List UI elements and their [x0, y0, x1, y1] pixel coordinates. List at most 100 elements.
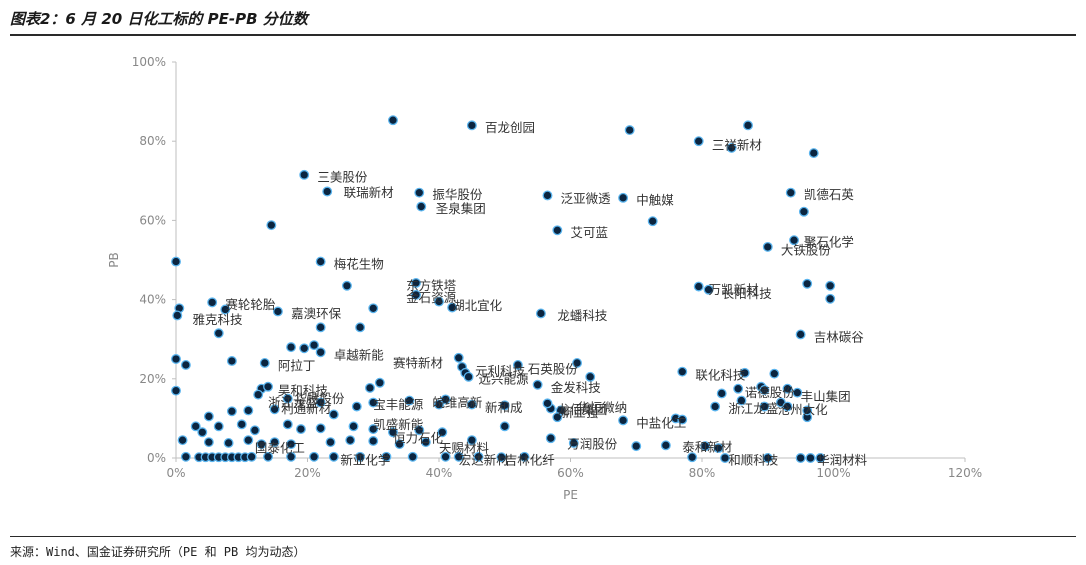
data-point: [342, 280, 352, 291]
data-point: [677, 366, 688, 377]
data-point: [299, 169, 310, 180]
point-label: 东方铁塔: [406, 278, 457, 293]
y-tick-label: 100%: [132, 55, 166, 69]
point-label: 浙江龙盛: [268, 395, 318, 410]
data-point: [388, 115, 398, 126]
point-label: 联化科技: [695, 367, 746, 382]
point-label: 卓越新能: [334, 348, 385, 363]
point-label: 元利科技: [475, 363, 526, 378]
data-point: [203, 411, 214, 422]
data-point: [259, 358, 270, 368]
data-point: [677, 414, 688, 425]
data-point: [203, 437, 214, 448]
data-point: [453, 352, 464, 363]
point-label: 丰山集团: [801, 389, 851, 404]
source-note: 来源：Wind、国金证券研究所（PE 和 PB 均为动态）: [10, 545, 306, 559]
data-point: [345, 435, 356, 446]
data-point: [743, 120, 753, 131]
point-label: 赛轮轮胎: [225, 297, 276, 312]
point-label: 新亚强: [561, 405, 599, 420]
data-point: [512, 359, 523, 370]
data-point: [299, 343, 310, 354]
data-point: [762, 241, 773, 252]
data-point: [618, 415, 629, 426]
point-label: 金石资源: [406, 290, 457, 305]
data-point: [190, 421, 201, 432]
data-point: [825, 280, 836, 291]
data-point: [263, 381, 274, 392]
data-point: [466, 120, 477, 131]
data-point: [805, 453, 816, 463]
data-point: [496, 452, 507, 463]
data-point: [552, 225, 563, 236]
data-point: [434, 399, 444, 410]
data-point: [499, 400, 510, 411]
point-label: 三美股份: [317, 169, 368, 184]
data-point: [286, 342, 297, 353]
data-point: [365, 382, 375, 393]
data-point: [792, 387, 803, 398]
data-point: [726, 142, 737, 153]
data-point: [825, 293, 836, 304]
data-point: [815, 453, 826, 463]
y-axis-label: PB: [107, 252, 121, 267]
data-point: [703, 284, 714, 295]
point-label: 和顺科技: [728, 452, 779, 467]
source-divider: [10, 536, 1076, 537]
point-label: 龙佰集团: [557, 402, 607, 417]
data-point: [473, 451, 484, 462]
point-label: 石英股份: [528, 361, 579, 376]
data-point: [545, 433, 556, 444]
data-point: [572, 358, 583, 368]
data-point: [351, 401, 362, 412]
point-label: 百龙创园: [485, 120, 535, 135]
data-point: [785, 187, 796, 198]
point-label: 梅花生物: [334, 256, 384, 271]
data-point: [269, 404, 280, 415]
data-point: [328, 451, 339, 462]
data-point: [411, 289, 421, 300]
data-point: [466, 399, 477, 410]
point-label: 金发科技: [551, 380, 602, 395]
data-point: [568, 438, 579, 448]
data-point: [374, 377, 385, 388]
data-point: [328, 409, 339, 420]
data-point: [798, 206, 809, 217]
data-point: [453, 451, 464, 462]
x-tick-label: 0%: [166, 466, 185, 480]
data-point: [315, 256, 326, 267]
data-point: [381, 451, 392, 462]
data-point: [213, 421, 224, 432]
data-point: [220, 304, 231, 315]
data-point: [256, 439, 267, 450]
y-tick-label: 0%: [147, 451, 166, 465]
data-point: [759, 401, 770, 412]
data-point: [213, 328, 224, 339]
data-point: [700, 441, 711, 452]
point-label: 中触媒: [636, 192, 674, 207]
point-label: 万凯新材: [709, 282, 759, 297]
data-point: [618, 192, 629, 203]
title-divider: [10, 34, 1076, 36]
data-point: [315, 322, 326, 333]
point-label: 华恒微纳: [577, 400, 627, 415]
data-point: [535, 308, 546, 319]
x-tick-label: 60%: [557, 466, 584, 480]
data-point: [355, 322, 366, 333]
point-label: 万润股份: [567, 437, 618, 452]
point-label: 宏达新材: [459, 452, 509, 467]
data-point: [309, 340, 320, 351]
point-label: 诺德股份: [745, 385, 796, 400]
data-point: [762, 453, 773, 463]
point-label: 振华股份: [432, 187, 483, 202]
data-point: [808, 148, 819, 159]
y-tick-label: 60%: [139, 213, 166, 227]
data-point: [388, 427, 398, 438]
data-point: [266, 220, 277, 231]
point-label: 长阳科技: [722, 286, 773, 301]
point-label: 泰和新材: [682, 439, 732, 454]
data-point: [322, 186, 333, 197]
x-tick-label: 20%: [294, 466, 321, 480]
point-label: 大铁股份: [781, 243, 832, 258]
data-point: [713, 443, 724, 454]
